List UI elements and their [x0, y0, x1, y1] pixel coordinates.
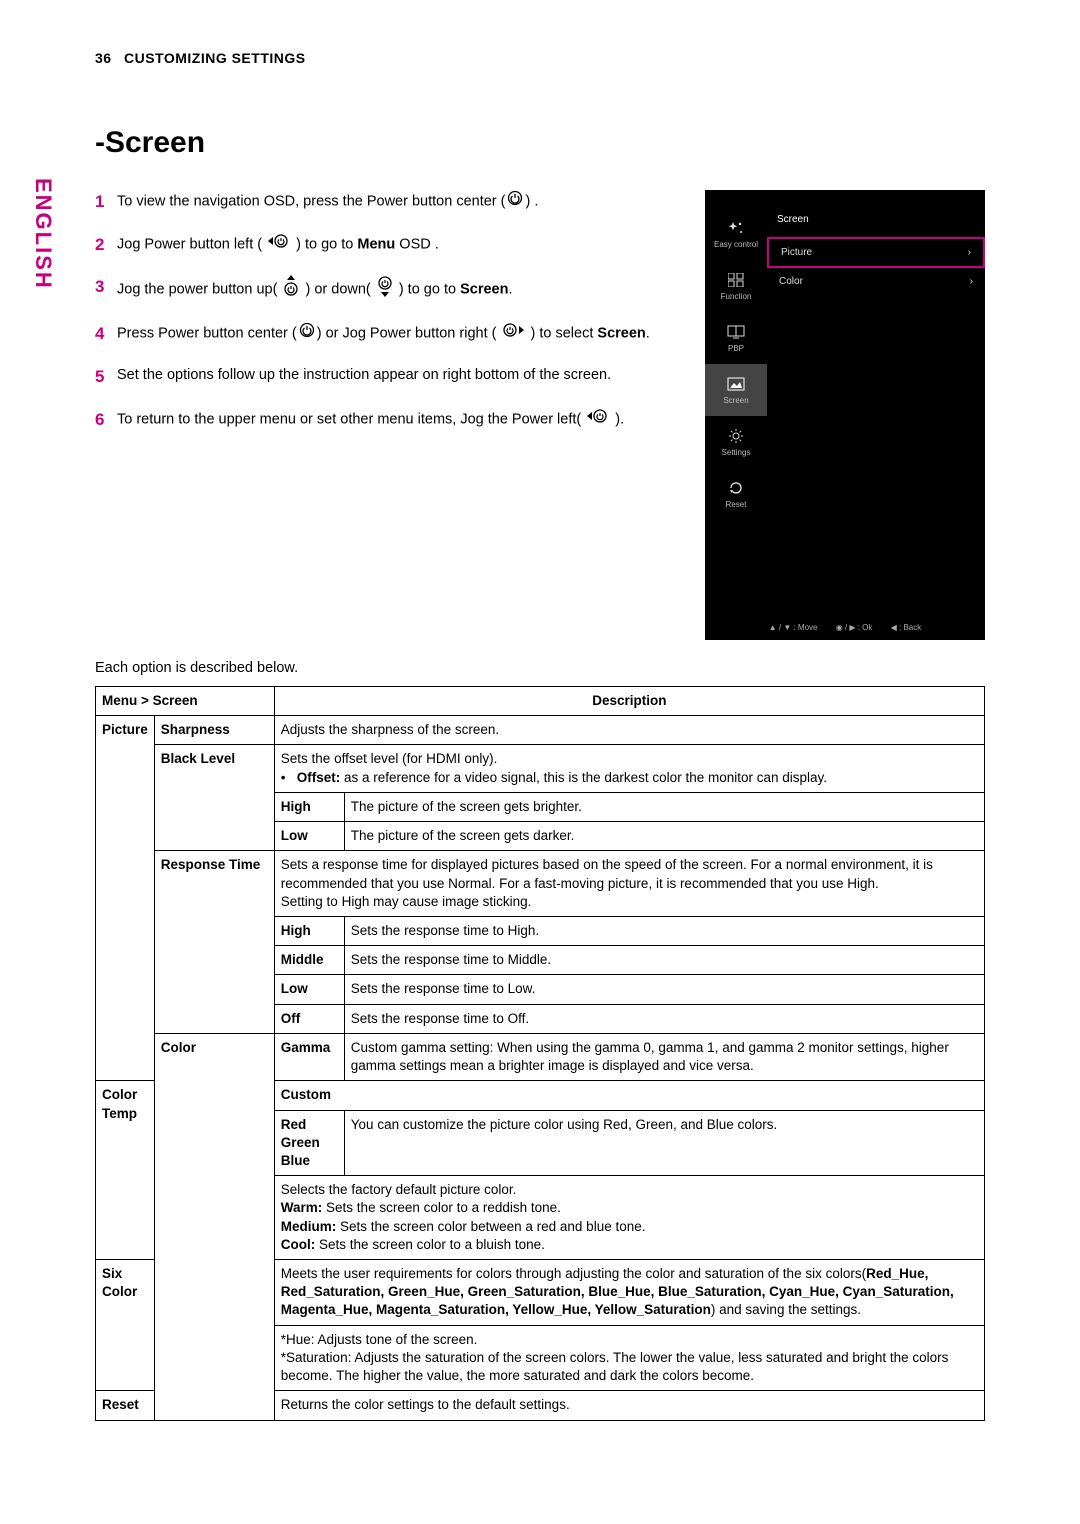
cat-picture: Picture	[96, 716, 155, 1081]
osd-main: Screen Picture › Color ›	[767, 208, 985, 295]
six-color-desc: Meets the user requirements for colors t…	[274, 1260, 984, 1326]
page-header: 36 CUSTOMIZING SETTINGS	[95, 50, 985, 66]
row-reset: Reset	[96, 1391, 155, 1420]
osd-side-pbp: PBP	[705, 312, 767, 364]
power-center-icon	[299, 322, 315, 345]
row-color-temp: Color Temp	[96, 1081, 155, 1260]
gear-icon	[726, 427, 746, 445]
monitor-icon	[726, 323, 746, 341]
osd-side-function: Function	[705, 260, 767, 312]
osd-title: Screen	[767, 208, 985, 237]
jog-left-icon	[587, 408, 609, 431]
chevron-right-icon: ›	[970, 276, 973, 287]
chevron-right-icon: ›	[968, 247, 971, 258]
step-number: 4	[95, 322, 117, 347]
language-tab: ENGLISH	[30, 178, 56, 290]
osd-side-easy-control: Easy control	[705, 208, 767, 260]
jog-up-icon	[283, 275, 299, 304]
description-table: Menu > Screen Description Picture Sharpn…	[95, 686, 985, 1421]
grid-icon	[726, 271, 746, 289]
note-text: Each option is described below.	[95, 660, 985, 676]
black-level-desc: Sets the offset level (for HDMI only). •…	[274, 745, 984, 792]
table-head-left: Menu > Screen	[96, 687, 275, 716]
step-4: 4 Press Power button center () or Jog Po…	[95, 322, 685, 347]
row-black-level: Black Level	[154, 745, 274, 851]
osd-side-reset: Reset	[705, 468, 767, 520]
row-sharpness: Sharpness	[154, 716, 274, 745]
step-5: 5 Set the options follow up the instruct…	[95, 365, 685, 390]
reset-icon	[726, 479, 746, 497]
section-title: CUSTOMIZING SETTINGS	[124, 50, 306, 66]
page-number: 36	[95, 50, 112, 66]
step-number: 6	[95, 408, 117, 433]
step-number: 2	[95, 233, 117, 258]
jog-right-icon	[502, 322, 524, 345]
power-center-icon	[507, 190, 523, 213]
jog-left-icon	[268, 233, 290, 256]
step-6: 6 To return to the upper menu or set oth…	[95, 408, 685, 433]
row-response-time: Response Time	[154, 851, 274, 1034]
step-number: 3	[95, 275, 117, 304]
step-3: 3 Jog the power button up( ) or down( ) …	[95, 275, 685, 304]
osd-sidebar: Easy control Function PBP Screen Setting…	[705, 208, 767, 520]
table-head-right: Description	[274, 687, 984, 716]
osd-side-settings: Settings	[705, 416, 767, 468]
osd-footer: ▲ / ▼ : Move ◉ / ▶ : Ok ◀ : Back	[705, 623, 985, 632]
color-temp-desc: Selects the factory default picture colo…	[274, 1176, 984, 1260]
instructions-list: 1 To view the navigation OSD, press the …	[95, 190, 685, 640]
row-gamma: Gamma	[274, 1033, 344, 1080]
step-number: 1	[95, 190, 117, 215]
cat-color: Color	[154, 1033, 274, 1420]
osd-screenshot: Easy control Function PBP Screen Setting…	[705, 190, 985, 640]
osd-side-screen: Screen	[705, 364, 767, 416]
page-title: -Screen	[95, 126, 985, 160]
step-number: 5	[95, 365, 117, 390]
jog-down-icon	[377, 275, 393, 304]
row-six-color: Six Color	[96, 1260, 155, 1391]
osd-menu-color: Color ›	[767, 268, 985, 295]
step-1: 1 To view the navigation OSD, press the …	[95, 190, 685, 215]
step-2: 2 Jog Power button left ( ) to go to Men…	[95, 233, 685, 258]
sparkle-icon	[726, 219, 746, 237]
osd-menu-picture: Picture ›	[767, 237, 985, 268]
picture-icon	[726, 375, 746, 393]
